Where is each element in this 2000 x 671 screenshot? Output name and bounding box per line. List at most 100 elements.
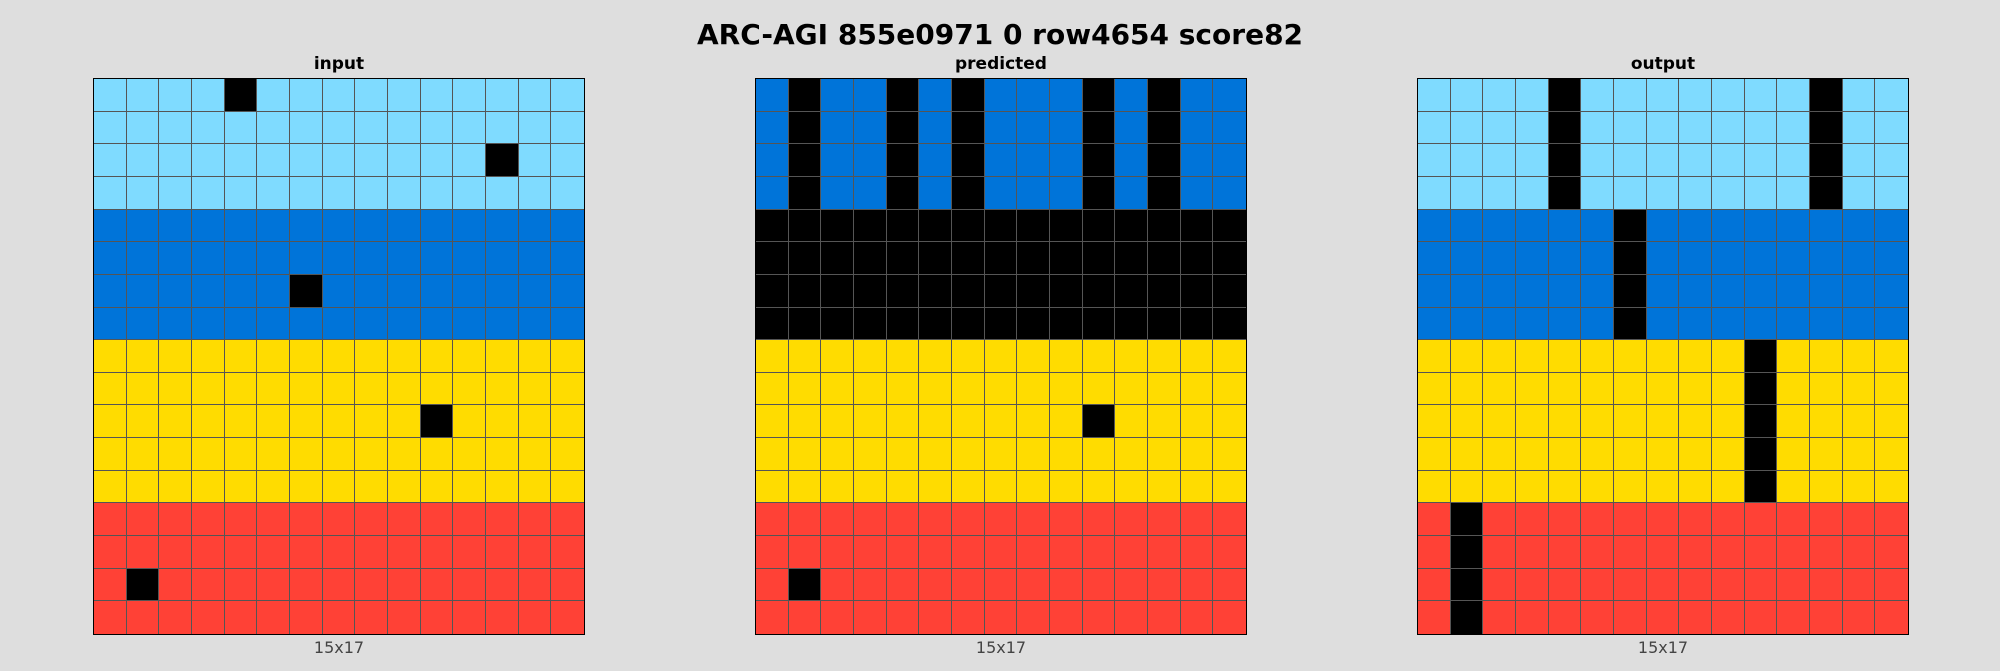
grid-cell [1082,503,1116,537]
grid-cell [952,209,985,243]
grid-cell [1614,405,1647,439]
grid-cell [224,274,258,308]
grid-cell [1646,340,1680,373]
grid-cell [984,470,1018,504]
grid-cell [1213,176,1246,210]
grid-cell [322,209,356,243]
grid-cell [1213,274,1246,308]
grid-cell [952,438,985,471]
grid-cell [1180,307,1214,341]
grid-cell [1744,307,1778,341]
grid-cell [1810,340,1843,373]
grid-cell [1483,242,1516,275]
grid-cell [126,601,160,634]
grid-cell [486,79,519,112]
grid-cell [854,176,887,210]
grid-cell [94,209,127,243]
grid-cell [1082,274,1116,308]
grid-cell [355,405,388,439]
grid-cell [551,307,584,341]
grid-cell [854,340,887,373]
grid-cell [1875,438,1908,471]
grid-cell [1614,79,1647,112]
grid-cell [94,503,127,537]
grid-cell [854,438,887,471]
grid-cell [1483,307,1516,341]
grid-cell [1810,209,1843,243]
grid-cell [952,242,985,275]
grid-cell [1581,503,1614,537]
grid-cell [94,176,127,210]
grid-cell [159,209,192,243]
grid-cell [919,209,952,243]
grid-cell [788,372,822,406]
grid-cell [486,307,519,341]
grid-cell [1213,340,1246,373]
grid-cell [420,274,454,308]
grid-cell [756,340,789,373]
grid-cell [453,274,486,308]
grid-cell [257,438,290,471]
grid-cell [1875,340,1908,373]
grid-cell [1450,242,1484,275]
grid-cell [257,568,290,602]
grid-cell [1213,503,1246,537]
grid-cell [518,176,552,210]
grid-cell [420,340,454,373]
grid-cell [1450,176,1484,210]
grid-cell [1213,79,1246,112]
grid-cell [1050,438,1083,471]
grid-cell [1777,307,1810,341]
grid-cell [1418,568,1451,602]
grid-cell [1180,470,1214,504]
grid-cell [1148,209,1181,243]
grid-cell [1148,372,1181,406]
grid-cell [1810,536,1843,569]
grid-cell [453,601,486,634]
grid-cell [821,601,854,634]
grid-cell [854,209,887,243]
grid-cell [1810,568,1843,602]
grid-cell [788,568,822,602]
grid-cell [1581,438,1614,471]
grid-cell [1450,274,1484,308]
grid-cell [1548,144,1582,177]
grid-cell [1115,568,1148,602]
grid-cell [1180,568,1214,602]
input-grid-dimensions: 15x17 [313,638,365,657]
grid-cell [919,274,952,308]
grid-cell [1213,209,1246,243]
grid-cell [1516,568,1549,602]
grid-cell [551,568,584,602]
grid-cell [355,111,388,145]
grid-cell [94,111,127,145]
grid-cell [1679,438,1712,471]
grid-cell [1082,209,1116,243]
grid-cell [1646,144,1680,177]
grid-cell [886,79,920,112]
grid-cell [257,144,290,177]
grid-cell [1483,209,1516,243]
grid-cell [1646,372,1680,406]
grid-cell [126,372,160,406]
grid-cell [1646,470,1680,504]
grid-cell [788,601,822,634]
grid-cell [1516,209,1549,243]
grid-cell [551,340,584,373]
grid-cell [1581,536,1614,569]
grid-cell [1842,307,1876,341]
grid-cell [1548,503,1582,537]
grid-cell [1646,111,1680,145]
grid-cell [453,536,486,569]
grid-cell [1548,307,1582,341]
grid-cell [984,568,1018,602]
grid-cell [1842,536,1876,569]
grid-cell [1213,601,1246,634]
grid-cell [355,372,388,406]
grid-cell [1614,307,1647,341]
predicted-grid-dimensions: 15x17 [975,638,1027,657]
grid-cell [1148,111,1181,145]
grid-cell [1418,79,1451,112]
grid-cell [388,209,421,243]
grid-cell [919,242,952,275]
